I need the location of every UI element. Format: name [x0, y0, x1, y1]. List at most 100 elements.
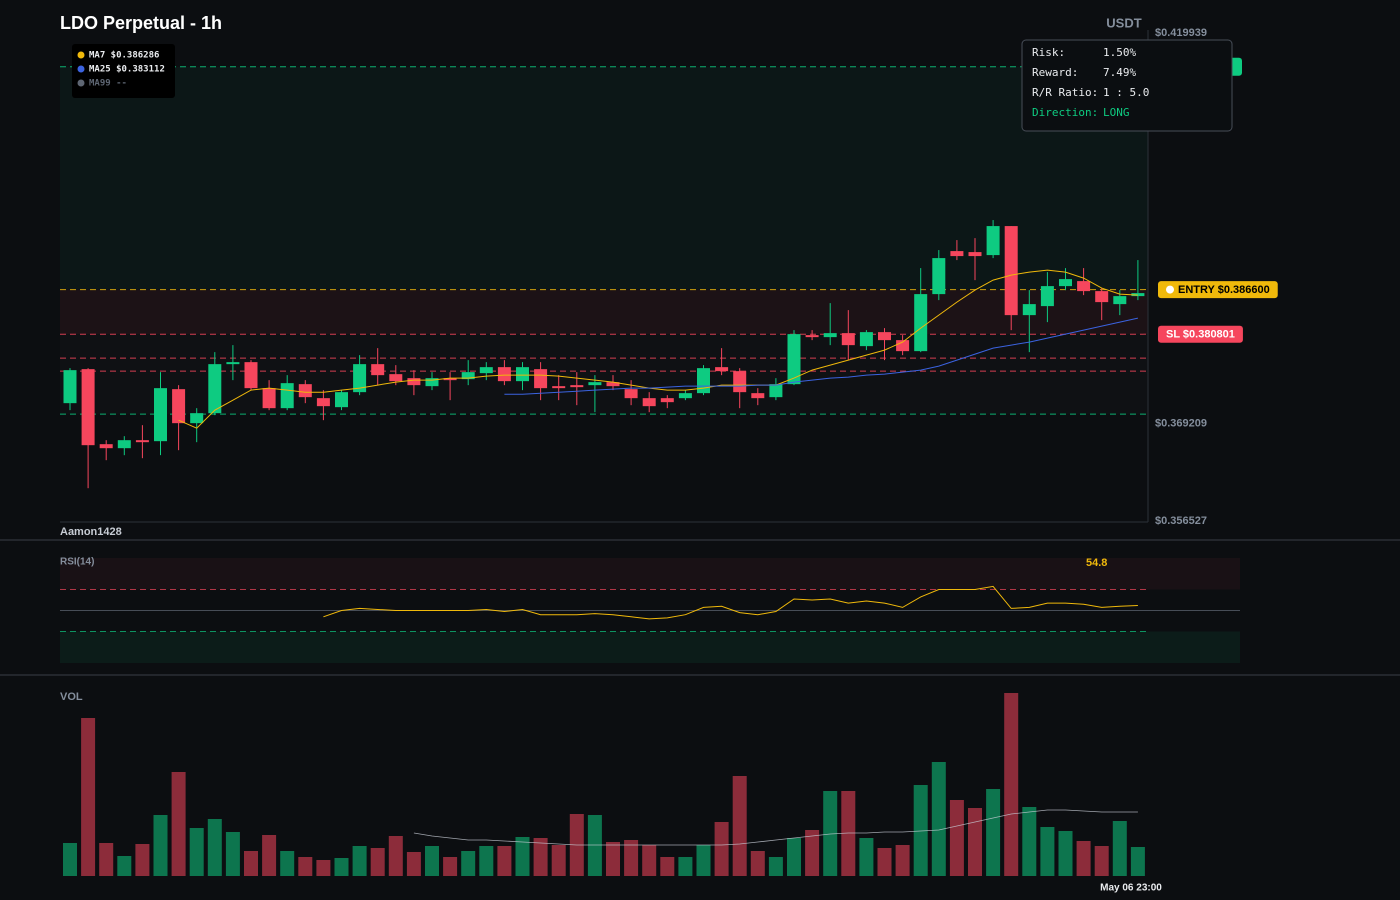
volume-bar	[968, 808, 982, 876]
legend-items: MA7 $0.386286 MA25 $0.383112 MA99 --	[77, 51, 165, 89]
candle-body	[624, 389, 638, 399]
volume-bar	[298, 857, 313, 876]
volume-bar	[1058, 831, 1073, 876]
candle-body	[805, 335, 819, 338]
watermark: Aamon1428	[60, 526, 122, 538]
volume-bar	[189, 828, 204, 876]
candle-body	[190, 413, 204, 424]
volume-bar	[732, 776, 747, 876]
volume-bar	[750, 851, 765, 876]
volume-bar	[207, 819, 222, 876]
price-tag-box	[1158, 281, 1278, 299]
candle-body	[208, 364, 222, 414]
volume-bar	[81, 718, 96, 876]
candle-body	[678, 393, 692, 399]
tooltip-label: Direction:	[1032, 106, 1098, 119]
volume-bar	[479, 846, 494, 876]
tooltip-box	[1021, 39, 1233, 132]
candle-body	[1059, 279, 1072, 287]
candle-body	[1113, 296, 1127, 305]
candle-body	[443, 378, 457, 381]
risk-tooltip: Risk: 1.50% Reward: 7.49% R/R Ratio: 1 :…	[1021, 39, 1233, 132]
legend-swatch	[77, 65, 85, 73]
volume-bar	[153, 815, 168, 876]
legend: MA7 $0.386286 MA25 $0.383112 MA99 --	[72, 44, 175, 98]
y-tick-label: $0.419939	[1155, 27, 1207, 39]
candle-body	[1022, 304, 1036, 316]
tooltip-label: Reward:	[1032, 66, 1078, 79]
candle-body	[335, 392, 348, 408]
volume-bar	[696, 845, 711, 876]
ma-line	[178, 269, 1138, 429]
price-tag-box	[1158, 325, 1243, 343]
candle-body	[950, 251, 964, 257]
price-tag-label: ENTRY $0.386600	[1178, 284, 1270, 296]
legend-label: MA25 $0.383112	[89, 65, 165, 75]
candle-body	[497, 367, 511, 382]
volume-bar	[823, 791, 838, 876]
candle-body	[262, 388, 276, 409]
volume-bar	[406, 852, 421, 876]
candle-body	[353, 364, 367, 393]
candle-body	[226, 362, 240, 365]
volume-bar	[1040, 827, 1055, 876]
legend-box	[72, 44, 175, 98]
volume-bar	[551, 845, 566, 876]
price-zone	[60, 334, 1148, 414]
volume-bar	[660, 857, 675, 876]
volume-bar	[117, 856, 132, 876]
volume-bar	[986, 789, 1001, 876]
rsi-band	[60, 558, 1240, 590]
volume-bar	[714, 822, 729, 876]
marks	[60, 66, 1240, 876]
y-tick-label: $0.356527	[1155, 515, 1207, 527]
volume-bar	[1112, 821, 1127, 876]
legend-swatch	[77, 79, 85, 87]
candle-body	[878, 332, 891, 341]
volume-bar	[225, 832, 240, 876]
x-tick-label: May 06 23:00	[1100, 883, 1162, 894]
volume-bar	[606, 842, 620, 876]
candle-body	[407, 378, 421, 386]
volume-bar	[1022, 807, 1037, 876]
tooltip-label: Risk:	[1032, 46, 1065, 59]
candle-body	[570, 385, 584, 388]
volume-bar	[787, 838, 801, 876]
candle-body	[986, 226, 1000, 256]
volume-bar	[859, 838, 874, 876]
volume-bar	[171, 772, 186, 876]
volume-bar	[642, 845, 657, 876]
tooltip-value: 1.50%	[1103, 46, 1136, 59]
volume-bar	[515, 837, 530, 876]
candle-body	[63, 370, 77, 404]
candle-body	[389, 374, 403, 382]
plot-background	[60, 66, 1240, 663]
tooltip-value: 7.49%	[1103, 66, 1136, 79]
volume-bar	[244, 851, 258, 876]
price-zone	[60, 66, 1148, 290]
volume-bar	[913, 785, 928, 876]
price-tag-icon	[1166, 285, 1174, 294]
candle-body	[99, 444, 113, 449]
volume-bar	[425, 846, 439, 876]
candle-body	[244, 362, 258, 389]
candle-body	[968, 252, 982, 257]
volume-bar	[624, 840, 639, 876]
candle-body	[479, 367, 493, 374]
volume-bar	[805, 830, 820, 876]
volume-bar	[1004, 693, 1019, 876]
volume-bar	[262, 835, 277, 876]
tooltip-label: R/R Ratio:	[1032, 86, 1098, 99]
candle-body	[859, 332, 873, 347]
volume-ma-line	[413, 809, 1138, 846]
tooltip-value: 1 : 5.0	[1103, 86, 1149, 99]
y-tick-label: $0.369209	[1155, 417, 1207, 429]
ma-line	[504, 317, 1139, 395]
candle-body	[425, 378, 439, 387]
candle-body	[1095, 291, 1109, 303]
volume-bar	[949, 800, 964, 876]
tooltip-value: LONG	[1103, 106, 1130, 119]
rsi-title: RSI(14)	[60, 557, 94, 568]
